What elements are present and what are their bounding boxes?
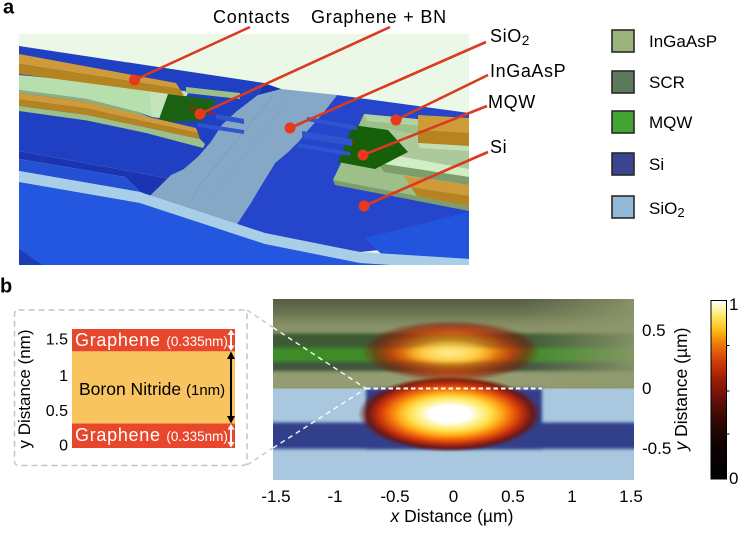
svg-text:1: 1 — [567, 487, 576, 506]
svg-text:Graphene (0.335nm): Graphene (0.335nm) — [75, 330, 228, 350]
svg-text:Boron Nitride (1nm): Boron Nitride (1nm) — [79, 379, 225, 399]
svg-text:SCR: SCR — [649, 73, 685, 92]
svg-text:MQW: MQW — [488, 92, 536, 112]
svg-text:y Distance (nm): y Distance (nm) — [15, 329, 34, 448]
svg-text:b: b — [0, 276, 12, 298]
svg-text:Si: Si — [490, 137, 507, 157]
svg-text:0: 0 — [59, 438, 68, 455]
svg-text:SiO2: SiO2 — [649, 199, 685, 220]
svg-text:MQW: MQW — [649, 113, 692, 132]
svg-text:Graphene (0.335nm): Graphene (0.335nm) — [75, 425, 228, 445]
svg-text:0.5: 0.5 — [501, 487, 525, 506]
svg-text:-1.5: -1.5 — [261, 487, 290, 506]
svg-text:1: 1 — [59, 368, 68, 385]
svg-text:SiO2: SiO2 — [490, 26, 530, 48]
svg-text:x Distance (µm): x Distance (µm) — [390, 506, 514, 526]
svg-text:Si: Si — [649, 155, 664, 174]
svg-text:1: 1 — [729, 295, 738, 314]
svg-text:InGaAsP: InGaAsP — [649, 32, 717, 51]
svg-text:-1: -1 — [327, 487, 342, 506]
svg-text:Contacts: Contacts — [213, 7, 290, 27]
svg-text:y Distance (µm): y Distance (µm) — [671, 328, 691, 452]
svg-text:0: 0 — [729, 469, 738, 488]
svg-text:0.5: 0.5 — [642, 321, 666, 340]
svg-text:a: a — [3, 0, 15, 19]
svg-text:1.5: 1.5 — [46, 332, 68, 349]
svg-text:Graphene + BN: Graphene + BN — [311, 7, 447, 27]
svg-text:0: 0 — [449, 487, 458, 506]
svg-text:1.5: 1.5 — [619, 487, 643, 506]
svg-text:0.5: 0.5 — [46, 403, 68, 420]
svg-text:0: 0 — [642, 379, 651, 398]
svg-text:-0.5: -0.5 — [642, 439, 671, 458]
svg-text:InGaAsP: InGaAsP — [490, 61, 566, 81]
svg-text:-0.5: -0.5 — [380, 487, 409, 506]
